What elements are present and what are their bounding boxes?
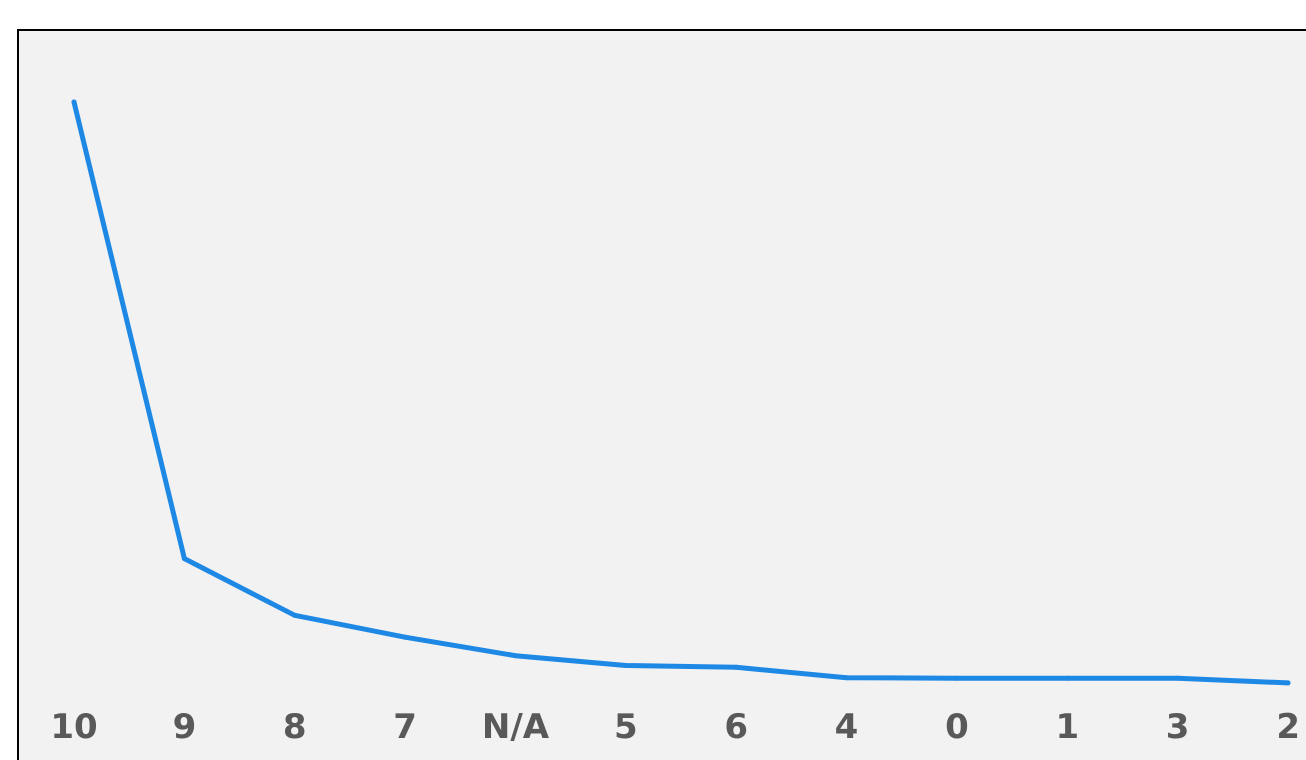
x-tick-label: 7: [393, 707, 417, 747]
x-tick-label: 2: [1276, 707, 1300, 747]
x-tick-label: 1: [1055, 707, 1079, 747]
data-point-1: [1064, 675, 1070, 681]
data-point-9: [181, 556, 187, 562]
x-tick-label: 5: [614, 707, 638, 747]
data-point-5: [623, 663, 629, 668]
series-line-0: [71, 99, 1291, 686]
data-point-3: [1175, 675, 1181, 681]
data-point-7: [402, 634, 408, 640]
x-tick-label: N/A: [482, 707, 550, 747]
x-tick-label: 10: [50, 707, 97, 747]
chart-frame: [17, 29, 1306, 760]
data-point-n-a: [513, 653, 518, 659]
x-axis-ticks: 10 9 8 7 N/A 5 6 4 0 1 3 2: [50, 707, 1300, 747]
x-tick-label: 9: [173, 707, 197, 747]
data-point-2: [1285, 680, 1291, 686]
x-tick-label: 4: [835, 707, 859, 747]
x-tick-label: 8: [283, 707, 307, 747]
data-point-4: [844, 675, 849, 681]
data-point-6: [733, 664, 739, 670]
x-tick-label: 3: [1166, 707, 1190, 747]
data-point-10: [71, 99, 77, 105]
x-tick-label: 6: [724, 707, 748, 747]
data-point-8: [292, 612, 298, 618]
series-layer: [71, 99, 1291, 686]
data-point-0: [954, 675, 960, 681]
x-tick-label: 0: [945, 707, 969, 747]
